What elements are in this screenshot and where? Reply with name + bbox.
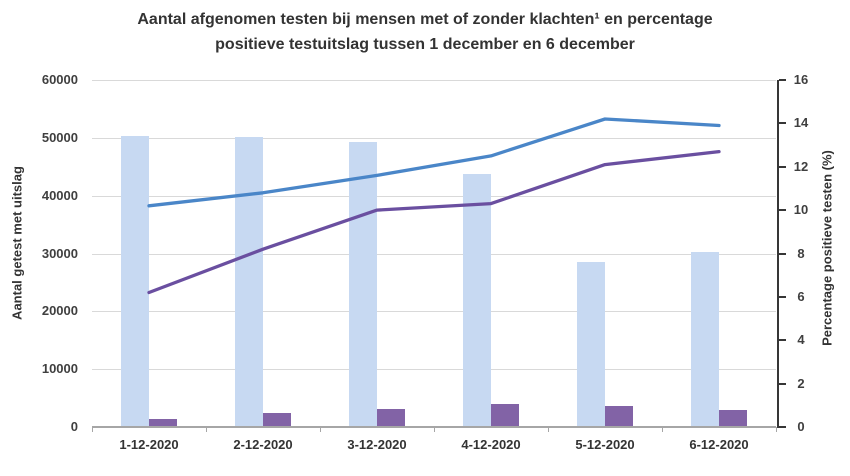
right-axis-title: Percentage positieve testen (%): [819, 150, 835, 346]
right-axis-tick: [779, 339, 786, 342]
gridline: [92, 80, 776, 81]
plot-area: [92, 80, 777, 432]
bar-purple: [263, 412, 291, 427]
left-axis-tick-label: 50000: [41, 129, 78, 145]
chart-title-line2: positieve testuitslag tussen 1 december …: [215, 36, 635, 53]
right-axis-tick: [779, 165, 786, 168]
x-axis-tick: [662, 427, 663, 432]
bar-purple: [149, 418, 177, 427]
chart-title-line1: Aantal afgenomen testen bij mensen met o…: [137, 11, 713, 28]
right-axis-tick-label: 16: [793, 72, 809, 87]
bar-light-blue: [349, 141, 377, 427]
right-axis-tick: [779, 122, 786, 125]
x-axis-tick-label: 4-12-2020: [461, 437, 521, 452]
trend-line-purple: [147, 149, 721, 295]
x-axis-tick-label: 6-12-2020: [689, 437, 749, 452]
x-axis-tick-label: 2-12-2020: [233, 437, 293, 452]
right-axis-tick-label: 6: [797, 288, 805, 304]
bar-light-blue: [121, 136, 149, 427]
right-axis-tick: [779, 295, 786, 298]
right-axis-tick: [779, 252, 786, 255]
gridline: [92, 137, 776, 139]
right-axis-tick-label: 12: [793, 158, 809, 174]
left-axis-tick-label: 40000: [41, 187, 78, 203]
bar-purple: [377, 409, 405, 427]
right-axis-line: [777, 80, 779, 428]
x-axis-tick-label: 5-12-2020: [575, 437, 635, 452]
gridline: [92, 369, 776, 371]
right-axis-tick-label: 14: [793, 115, 809, 131]
x-axis-tick-label: 1-12-2020: [119, 437, 179, 452]
bar-light-blue: [691, 252, 719, 427]
right-axis-tick: [779, 209, 786, 212]
x-axis-tick: [434, 427, 435, 432]
left-axis-tick-label: 20000: [41, 303, 78, 319]
right-axis-tick: [779, 79, 786, 81]
bar-purple: [719, 410, 747, 427]
gridline: [92, 195, 776, 197]
right-axis-tick-label: 2: [797, 375, 805, 391]
left-axis-tick-label: 10000: [41, 361, 78, 377]
gridline: [92, 253, 776, 255]
right-axis-tick-label: 0: [797, 419, 805, 434]
gridline: [92, 311, 776, 313]
right-axis-tick: [779, 426, 786, 428]
left-axis-tick-label: 30000: [41, 245, 78, 261]
chart-title: Aantal afgenomen testen bij mensen met o…: [0, 7, 850, 57]
x-axis-tick-label: 3-12-2020: [347, 437, 407, 452]
bar-light-blue: [577, 261, 605, 427]
x-axis-tick: [320, 427, 321, 432]
x-axis-tick: [206, 427, 207, 432]
bar-light-blue: [463, 174, 491, 427]
right-axis-tick-label: 4: [797, 332, 805, 348]
x-axis-tick: [92, 427, 93, 432]
x-axis-tick: [548, 427, 549, 432]
right-axis-tick-label: 8: [797, 245, 805, 261]
x-axis-tick: [776, 427, 777, 432]
left-axis-tick-label: 60000: [41, 72, 78, 87]
left-axis-tick-label: 0: [70, 419, 78, 434]
bar-light-blue: [235, 136, 263, 427]
right-axis-tick-label: 10: [793, 202, 809, 218]
left-axis-title: Aantal getest met uitslag: [9, 166, 25, 320]
bar-purple: [491, 403, 519, 427]
bar-purple: [605, 406, 633, 427]
trend-lines-layer: [147, 117, 721, 295]
trend-line-blue: [147, 117, 721, 208]
x-axis-line: [92, 426, 776, 428]
right-axis-tick: [779, 382, 786, 385]
